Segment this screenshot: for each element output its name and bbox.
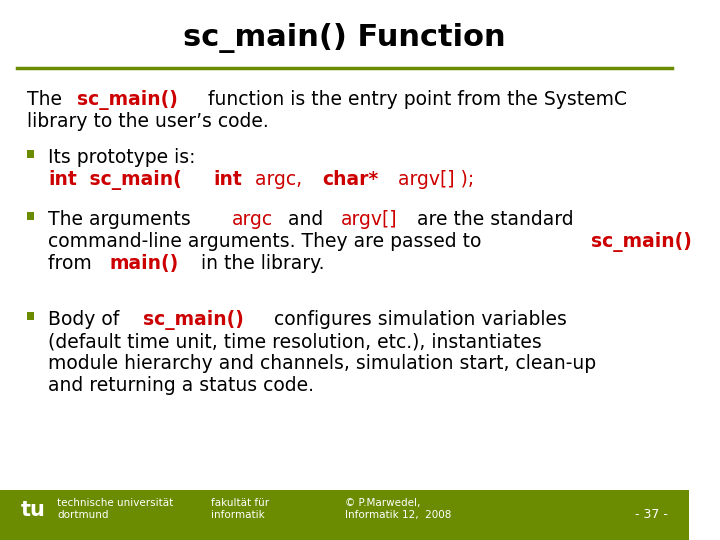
Text: tu: tu (21, 500, 46, 520)
Text: technische universität
dortmund: technische universität dortmund (58, 498, 174, 519)
Text: argc,: argc, (249, 170, 308, 189)
Text: command-line arguments. They are passed to: command-line arguments. They are passed … (48, 232, 487, 251)
Text: sc_main(): sc_main() (590, 232, 692, 252)
FancyBboxPatch shape (0, 490, 690, 540)
Text: argc: argc (232, 210, 273, 229)
Text: The arguments: The arguments (48, 210, 197, 229)
FancyBboxPatch shape (27, 212, 35, 220)
Text: © P.Marwedel,
Informatik 12,  2008: © P.Marwedel, Informatik 12, 2008 (345, 498, 451, 519)
Text: library to the user’s code.: library to the user’s code. (27, 112, 269, 131)
FancyBboxPatch shape (27, 312, 35, 320)
Text: - 37 -: - 37 - (636, 508, 668, 521)
Text: argv[] );: argv[] ); (392, 170, 474, 189)
Text: are the standard: are the standard (411, 210, 573, 229)
Text: configures simulation variables: configures simulation variables (268, 310, 567, 329)
Text: fakultät für
informatik: fakultät für informatik (211, 498, 269, 519)
FancyBboxPatch shape (27, 150, 35, 158)
Text: int: int (48, 170, 76, 189)
Text: (default time unit, time resolution, etc.), instantiates: (default time unit, time resolution, etc… (48, 332, 541, 351)
Text: main(): main() (109, 254, 179, 273)
Text: sc_main(): sc_main() (143, 310, 244, 330)
Text: char*: char* (322, 170, 378, 189)
Text: and: and (282, 210, 330, 229)
Text: Its prototype is:: Its prototype is: (48, 148, 195, 167)
Text: sc_main(: sc_main( (84, 170, 189, 190)
Text: and returning a status code.: and returning a status code. (48, 376, 314, 395)
Text: The: The (27, 90, 68, 109)
Text: module hierarchy and channels, simulation start, clean-up: module hierarchy and channels, simulatio… (48, 354, 596, 373)
Text: in the library.: in the library. (195, 254, 325, 273)
Text: sc_main(): sc_main() (78, 90, 179, 110)
Text: int: int (213, 170, 242, 189)
Text: sc_main() Function: sc_main() Function (184, 23, 506, 53)
Text: from: from (48, 254, 98, 273)
Text: Body of: Body of (48, 310, 125, 329)
Text: argv[]: argv[] (341, 210, 397, 229)
Text: function is the entry point from the SystemC: function is the entry point from the Sys… (202, 90, 627, 109)
